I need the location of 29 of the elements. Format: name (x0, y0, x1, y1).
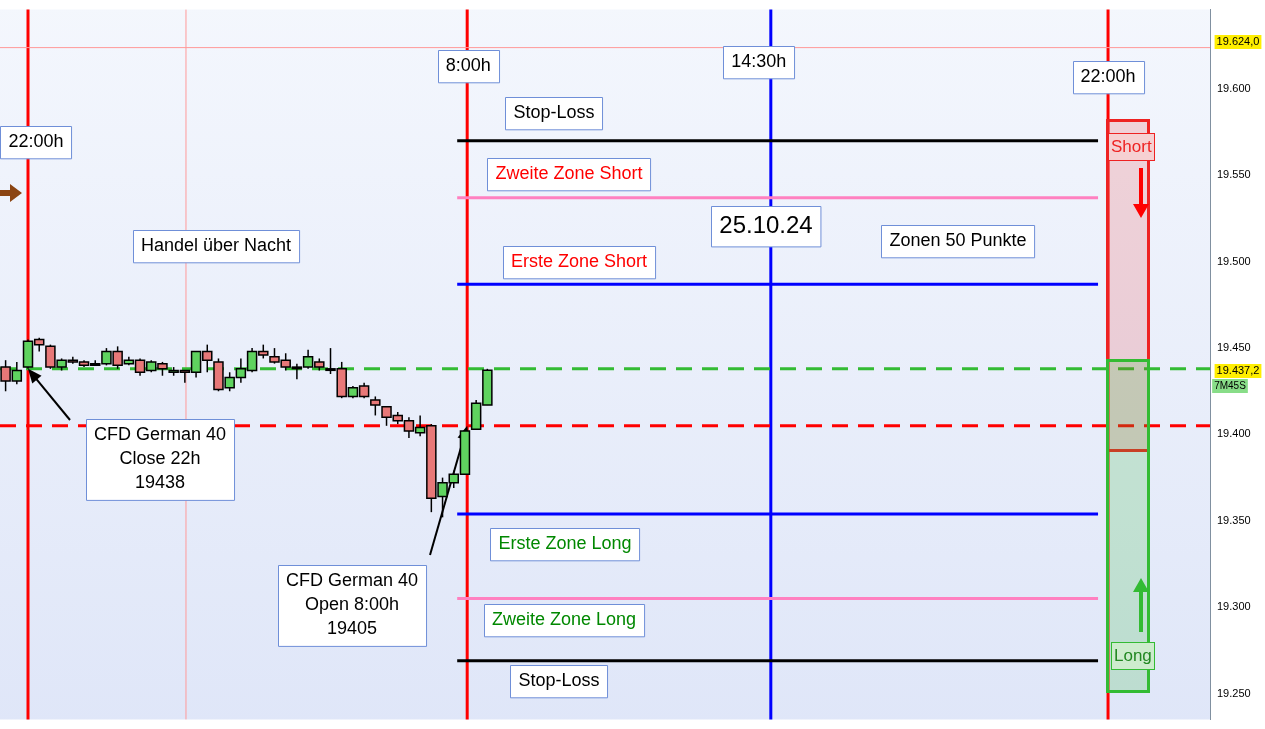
y-tick-label: 19.450 (1217, 341, 1251, 354)
candlestick (370, 395, 381, 417)
text: 8:00h (445, 54, 491, 75)
text: 19.624,0 (1216, 35, 1260, 48)
y-tick-label: 19.400 (1217, 427, 1251, 440)
y-tick-label: 19.600 (1217, 82, 1251, 95)
ref-line-label: Zweite Zone Long (491, 609, 637, 630)
annotation: Long (1111, 642, 1155, 670)
annotation: Handel über Nacht (140, 234, 292, 255)
annotation: Zonen 50 Punkte (889, 229, 1027, 250)
y-tick-label: 19.350 (1217, 513, 1251, 526)
text: 22:00h (1080, 65, 1136, 86)
y-tick-label: 19.550 (1217, 168, 1251, 181)
annotation: CFD German 40 Open 8:00h 19405 (285, 569, 419, 639)
text: 14:30h (731, 50, 787, 71)
ref-line-label: Erste Zone Long (498, 532, 632, 553)
annotation: 25.10.24 (719, 210, 813, 238)
ref-line-label: Erste Zone Short (510, 251, 648, 272)
ref-line-label: Stop-Loss (518, 669, 600, 690)
annotation: CFD German 40 Close 22h 19438 (93, 423, 227, 493)
y-tick-label: 19.250 (1217, 686, 1251, 699)
ref-line-label: Zweite Zone Short (495, 162, 643, 183)
text: 22:00h (8, 130, 64, 151)
y-tick-label: 19.300 (1217, 600, 1251, 613)
annotation: Short (1108, 133, 1155, 161)
text: 7M45S (1214, 379, 1247, 391)
ref-line-label: Stop-Loss (513, 101, 595, 122)
text: 19.437,2 (1216, 364, 1260, 377)
y-tick-label: 19.500 (1217, 254, 1251, 267)
